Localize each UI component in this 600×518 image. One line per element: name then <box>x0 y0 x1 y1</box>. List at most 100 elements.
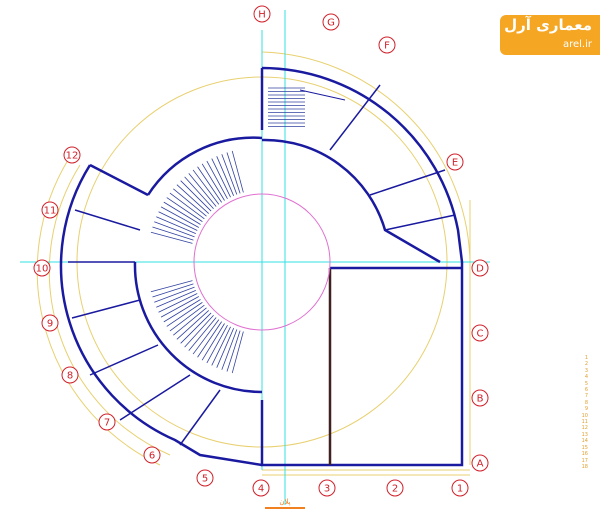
stair-tread <box>211 326 231 366</box>
legend-number: 4 <box>584 374 588 381</box>
grid-label: 12 <box>66 151 79 162</box>
stair-tread <box>180 312 212 344</box>
stair-tread <box>160 296 199 318</box>
stair-tread <box>176 310 209 340</box>
grid-bubble <box>253 5 271 23</box>
stair-tread <box>154 286 195 303</box>
legend-number: 8 <box>584 399 588 406</box>
legend-number: 12 <box>581 425 588 432</box>
plan-caption: پلان <box>279 498 290 506</box>
axis-lines <box>20 10 490 505</box>
stair-tread <box>158 211 198 231</box>
stair-tread <box>231 150 244 193</box>
legend-number: 14 <box>581 438 588 445</box>
legend-number: 13 <box>581 431 588 438</box>
grid-label: A <box>477 459 484 470</box>
stair-tread <box>150 231 193 244</box>
stair-tread <box>188 173 217 207</box>
stair-tread <box>150 280 193 293</box>
arel-logo: معماری آرل arel.ir <box>500 15 600 55</box>
legend-row: 11 <box>500 419 600 425</box>
grid-label: 4 <box>258 484 264 495</box>
stair-tread <box>221 329 238 370</box>
legend-number: 11 <box>581 419 588 426</box>
stair-tread <box>154 221 195 238</box>
stair-tread <box>221 154 238 195</box>
legend-row: 8 <box>500 400 600 406</box>
grid-label: 8 <box>67 371 73 382</box>
stair-tread <box>169 304 205 332</box>
grid-bubble <box>318 479 336 497</box>
stair-tread <box>192 169 220 205</box>
stair-tread <box>169 192 205 220</box>
stair-tread <box>163 201 201 225</box>
stair-tread <box>226 330 241 372</box>
stairs <box>150 87 305 374</box>
grid-bubble <box>252 479 270 497</box>
grid-label: 10 <box>36 264 49 275</box>
stair-tread <box>156 216 196 235</box>
stair-tread <box>206 325 228 364</box>
stair-tread <box>173 307 207 336</box>
grid-label: H <box>258 10 266 21</box>
grid-bubble <box>322 13 340 31</box>
legend-row: 4 <box>500 374 600 380</box>
stair-tread <box>166 197 203 222</box>
stair-tread <box>176 184 209 214</box>
dimension-lines <box>36 51 471 476</box>
legend-number: 10 <box>581 412 588 419</box>
grid-label: D <box>476 264 484 275</box>
grid-label: 7 <box>104 418 110 429</box>
grid-label: 5 <box>202 474 208 485</box>
legend-row: 14 <box>500 438 600 444</box>
legend-number: 17 <box>581 457 588 464</box>
grid-bubble <box>63 146 81 164</box>
grid-bubble <box>471 324 489 342</box>
room-legend: 1 2 3 4 5 6 7 8 9 10 11 12 13 14 15 16 17 18 <box>500 355 600 470</box>
stair-tread <box>152 226 194 241</box>
stair-tread <box>197 321 222 358</box>
legend-row: 3 <box>500 368 600 374</box>
stair-tread <box>188 317 217 351</box>
legend-number: 6 <box>584 387 588 394</box>
legend-row: 6 <box>500 387 600 393</box>
grid-label: G <box>327 18 335 29</box>
stair-tread <box>160 206 199 228</box>
grid-bubble <box>33 259 51 277</box>
grid-label: 11 <box>44 206 57 217</box>
stair-tread <box>184 176 214 209</box>
grid-label: 3 <box>324 484 330 495</box>
logo-text-fa: معماری آرل <box>504 16 592 34</box>
stair-tread <box>166 302 203 327</box>
grid-bubble <box>471 454 489 472</box>
grid-label: 6 <box>149 451 155 462</box>
stair-tread <box>184 315 214 348</box>
stair-tread <box>201 323 225 361</box>
grid-bubble <box>143 446 161 464</box>
legend-row: 12 <box>500 425 600 431</box>
stair-tread <box>152 283 194 298</box>
legend-number: 9 <box>584 406 588 413</box>
stair-tread <box>192 319 220 355</box>
grid-label: F <box>384 41 390 52</box>
legend-row: 2 <box>500 361 600 367</box>
grid-bubble <box>471 259 489 277</box>
stair-tread <box>211 158 231 198</box>
grid-bubble <box>196 469 214 487</box>
grid-bubble <box>471 389 489 407</box>
legend-row: 16 <box>500 451 600 457</box>
grid-label: E <box>452 158 458 169</box>
stair-tread <box>197 166 222 203</box>
stair-tread <box>173 188 207 217</box>
legend-row: 9 <box>500 406 600 412</box>
stair-tread <box>226 152 241 194</box>
legend-number: 18 <box>581 463 588 470</box>
grid-bubble <box>41 314 59 332</box>
legend-number: 3 <box>584 367 588 374</box>
grid-bubble <box>98 413 116 431</box>
grid-bubble <box>41 201 59 219</box>
stair-tread <box>180 180 212 212</box>
stair-tread <box>216 156 235 196</box>
legend-row: 18 <box>500 464 600 470</box>
